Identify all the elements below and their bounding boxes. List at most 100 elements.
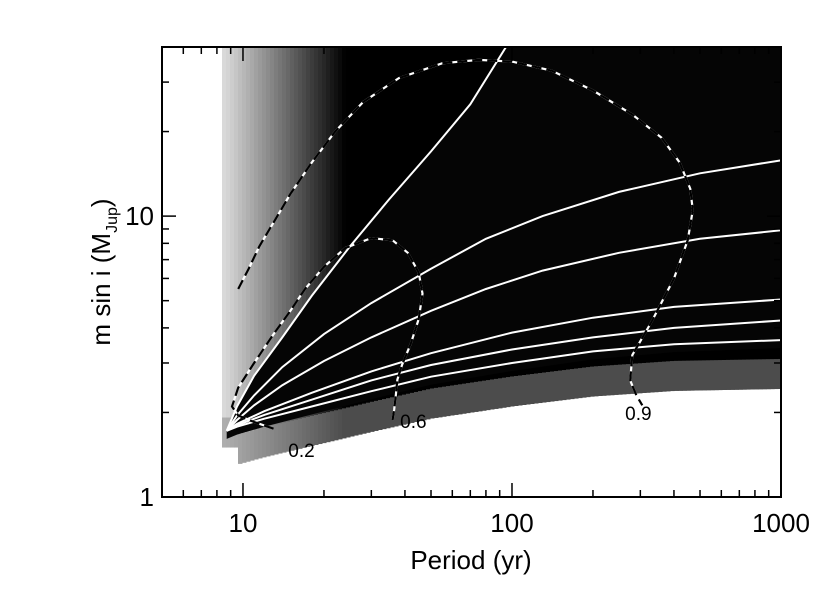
heatmap-cell — [706, 360, 711, 391]
heatmap-cell — [562, 370, 567, 401]
heatmap-cell — [462, 383, 467, 414]
heatmap-cell — [334, 410, 339, 441]
heatmap-cell — [522, 374, 527, 405]
heatmap-cell — [318, 414, 323, 445]
heatmap-cell — [294, 47, 299, 450]
heatmap-cell — [346, 47, 351, 438]
heatmap-cell — [294, 419, 299, 450]
heatmap-cell — [250, 430, 255, 461]
heatmap-cell — [222, 417, 227, 448]
heatmap-cell — [314, 47, 319, 445]
heatmap-cell — [246, 47, 251, 462]
dashed-contour-line-2 — [237, 58, 694, 406]
heatmap-cell — [262, 427, 267, 458]
heatmap-cell — [630, 363, 635, 394]
heatmap-cell — [278, 423, 283, 454]
white-contour-line-2 — [225, 159, 781, 432]
heatmap-cell — [638, 363, 643, 394]
heatmap-cell — [306, 416, 311, 447]
heatmap-cell — [578, 368, 583, 399]
heatmap-cell — [542, 372, 547, 403]
heatmap-cell — [330, 411, 335, 442]
heatmap-cell — [318, 47, 323, 445]
heatmap-cell — [338, 47, 343, 440]
heatmap-cell — [290, 420, 295, 451]
heatmap-cell — [566, 369, 571, 400]
heatmap-cell — [718, 360, 723, 391]
heatmap-cell — [486, 380, 491, 411]
heatmap-cell — [426, 389, 431, 420]
heatmap-cell — [666, 361, 671, 392]
heatmap-cell — [350, 406, 355, 437]
heatmap-cell — [514, 375, 519, 406]
heatmap-cell — [258, 428, 263, 459]
contour-label-0-6: 0.6 — [400, 412, 426, 433]
heatmap-cell — [670, 361, 675, 392]
heatmap-cell — [242, 432, 247, 463]
heatmap-cell — [446, 386, 451, 417]
heatmap-cell — [302, 47, 307, 448]
contour-label-0-2: 0.2 — [288, 441, 314, 462]
heatmap-cell — [238, 433, 243, 464]
heatmap-cell — [534, 373, 539, 404]
heatmap-cell — [594, 366, 599, 397]
heatmap-cell — [278, 47, 283, 454]
heatmap-cell — [538, 373, 543, 404]
heatmap-cell — [682, 360, 687, 391]
heatmap-cell — [302, 417, 307, 448]
white-contour-line-6 — [226, 339, 781, 432]
heatmap-cell — [342, 408, 347, 439]
heatmap-cell — [546, 372, 551, 403]
heatmap-cell — [498, 378, 503, 409]
heatmap-cell — [266, 426, 271, 457]
heatmap-cell — [494, 378, 499, 409]
heatmap-cell — [618, 364, 623, 395]
heatmap-cell — [282, 47, 287, 453]
heatmap-cell — [506, 377, 511, 408]
x-tick-label-1000: 1000 — [752, 508, 810, 538]
heatmap-cell — [350, 47, 355, 437]
heatmap-cell — [722, 359, 727, 390]
contour-labels: 0.2 0.6 0.9 — [288, 404, 651, 462]
heatmap-cell — [398, 395, 403, 426]
y-axis-title-close: ) — [86, 198, 116, 207]
white-contour-line-3 — [225, 229, 781, 432]
heatmap-cell — [430, 388, 435, 419]
heatmap-cell — [242, 47, 247, 463]
heatmap-cell — [598, 365, 603, 396]
heatmap-cell — [746, 359, 751, 390]
heatmap-cell — [750, 359, 755, 390]
heatmap-cell — [726, 359, 731, 390]
heatmap-cell — [482, 380, 487, 411]
x-axis-title: Period (yr) — [410, 545, 531, 575]
heatmap-cell — [326, 47, 331, 443]
heatmap-cell — [354, 405, 359, 436]
heatmap-cell — [518, 375, 523, 406]
heatmap-cell — [266, 47, 271, 457]
heatmap-cell — [290, 47, 295, 451]
heatmap-cell — [418, 391, 423, 422]
heatmap-cell — [610, 365, 615, 396]
heatmap-cell — [602, 365, 607, 396]
heatmap-cell — [422, 390, 427, 421]
heatmap-cell — [250, 47, 255, 461]
heatmap-cell — [322, 47, 327, 444]
heatmap-cell — [574, 368, 579, 399]
heatmap-cell — [286, 47, 291, 452]
heatmap-cell — [554, 371, 559, 402]
heatmap-cell — [698, 360, 703, 391]
heatmap-cell — [314, 414, 319, 445]
dashed-contour-line-1 — [230, 236, 424, 430]
dashed-contour-lines — [230, 58, 694, 430]
heatmap-cell — [386, 398, 391, 429]
heatmap-cell — [326, 412, 331, 443]
contour-label-0-9: 0.9 — [625, 404, 651, 425]
heatmap-cell — [654, 362, 659, 393]
heatmap-cell — [526, 374, 531, 405]
heatmap-cell — [414, 391, 419, 422]
heatmap-cell — [358, 404, 363, 435]
heatmap-cell — [346, 407, 351, 438]
heatmap-cell — [342, 47, 347, 439]
heatmap-cell — [334, 47, 339, 441]
